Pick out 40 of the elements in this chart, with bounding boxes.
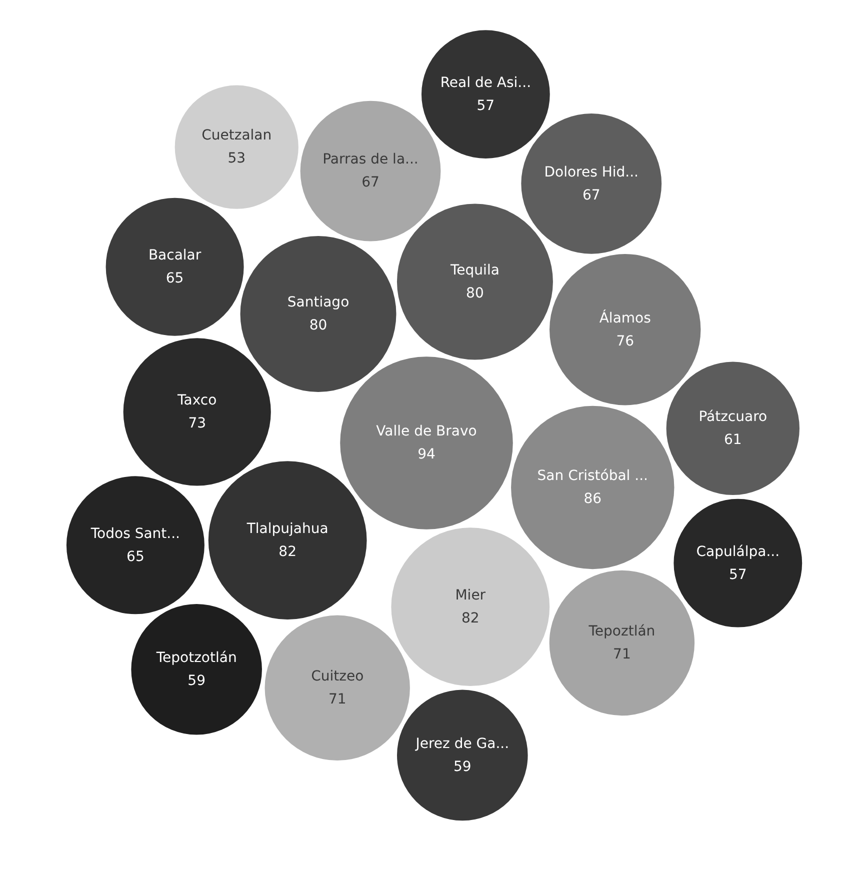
category-label: Jerez de Ga... [414,736,510,752]
category-label: Santiago [287,294,350,311]
data-label: 86 [584,491,602,508]
data-label: 57 [728,566,747,583]
data-label: 76 [616,333,634,350]
category-label: Tlalpujahua [246,520,328,537]
category-label: San Cristóbal ... [537,468,648,484]
category-label: Pátzcuaro [698,409,768,426]
data-label: 71 [328,692,346,708]
category-label: Todos Sant... [90,526,180,542]
data-label: 65 [166,270,184,287]
category-label: Álamos [599,309,651,326]
category-label: Bacalar [148,248,202,264]
data-label: 65 [126,548,144,565]
category-label: Cuitzeo [311,668,364,685]
category-label: Taxco [176,392,217,409]
category-label: Tequila [450,262,500,278]
data-label: 67 [362,174,380,191]
data-label: 59 [188,672,206,689]
category-label: Valle de Bravo [376,424,477,440]
category-label: Cuetzalan [202,128,272,144]
data-label: 73 [188,416,206,432]
category-label: Real de Asi... [440,74,532,91]
category-label: Mier [455,587,486,604]
data-label: 67 [582,187,600,204]
category-label: Dolores Hid... [544,164,639,180]
category-label: Capulálpa... [696,544,780,560]
data-label: 53 [228,150,246,167]
data-label: 59 [453,758,472,775]
data-label: 71 [613,646,631,663]
category-label: Tepoztlán [588,624,656,640]
data-label: 57 [476,98,495,114]
category-label: Tepotzotlán [155,650,237,666]
data-label: 82 [278,544,296,560]
data-label: 61 [724,432,742,448]
data-label: 82 [461,610,480,626]
data-label: 80 [309,318,328,334]
category-label: Parras de la... [322,152,418,168]
data-label: 80 [466,285,484,302]
data-label: 94 [418,446,436,463]
